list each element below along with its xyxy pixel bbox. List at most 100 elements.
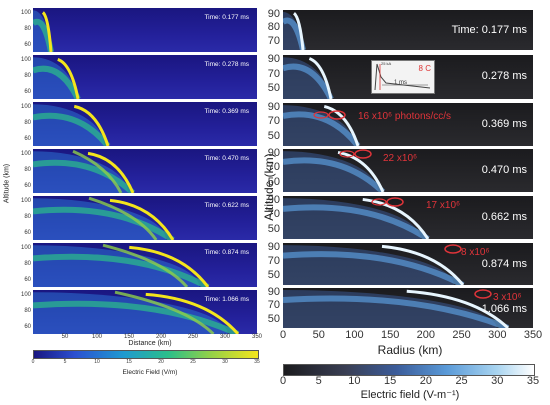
current-curve (374, 63, 431, 91)
colorbar-tick-label: 30 (222, 359, 228, 365)
time-label: 0.369 ms (481, 118, 527, 130)
right-field-panel: 0.874 ms (283, 243, 533, 285)
y-tick-label: 70 (267, 255, 280, 267)
field-arc (33, 300, 240, 334)
colorbar-tick-label: 25 (455, 375, 468, 387)
y-tick-label: 100 (20, 292, 31, 298)
field-front (57, 57, 80, 99)
y-tick-label: 80 (24, 167, 31, 173)
field-front (41, 11, 53, 52)
right-field-panel: Time: 0.177 ms (283, 10, 533, 50)
y-tick-label: 80 (24, 308, 31, 314)
x-tick-label: 250 (452, 329, 471, 341)
field-front (73, 104, 110, 146)
inset-span-label: 1 ms (394, 80, 408, 86)
time-label: Time: 0.874 ms (204, 249, 249, 256)
y-tick-label: 60 (24, 324, 31, 330)
field-region (33, 292, 228, 334)
x-tick-label: 50 (312, 329, 325, 341)
time-label: Time: 0.177 ms (451, 24, 527, 36)
field-arc (33, 65, 81, 99)
right-x-axis-label: Radius (km) (377, 343, 443, 357)
y-tick-label: 70 (267, 208, 280, 221)
left-colorbar-label: Electric Field (V/m) (122, 369, 178, 376)
left-field-plot (33, 196, 175, 240)
y-tick-label: 90 (267, 286, 280, 298)
field-arc (283, 111, 361, 146)
field-region (33, 151, 128, 193)
y-tick-label: 90 (267, 194, 280, 206)
x-tick-label: 100 (345, 329, 364, 341)
photon-source-ellipse (371, 198, 387, 206)
left-field-plot (33, 104, 111, 146)
left-field-plot (33, 290, 240, 334)
right-colorbar (283, 364, 535, 376)
x-tick-label: 350 (251, 334, 263, 340)
field-front (308, 57, 333, 99)
photon-annotation: 17 x10⁶ (426, 200, 461, 211)
left-field-panel: Time: 0.177 ms (33, 8, 257, 52)
y-tick-label: 50 (267, 129, 280, 142)
photon-source-marker (313, 110, 346, 120)
left-y-axis-label: Altitude (km) (3, 163, 11, 204)
colorbar-tick-label: 5 (63, 359, 67, 365)
left-x-axis-label: Distance (km) (128, 340, 172, 347)
x-tick-label: 250 (187, 334, 199, 340)
y-tick-label: 70 (267, 67, 280, 80)
photon-annotation: 8 x10⁶ (461, 247, 490, 258)
y-tick-label: 70 (267, 161, 280, 174)
time-label: 1.066 ms (481, 303, 527, 315)
y-tick-label: 100 (20, 151, 31, 157)
y-tick-label: 80 (24, 73, 31, 79)
x-tick-label: 100 (91, 334, 103, 340)
field-arc (33, 206, 175, 240)
y-tick-label: 90 (267, 53, 280, 65)
photon-source-ellipse (328, 110, 346, 120)
field-arc (283, 204, 430, 239)
field-arc (33, 159, 136, 193)
left-field-panel: Time: 0.470 ms (33, 149, 257, 193)
y-tick-label: 70 (267, 115, 280, 128)
photon-annotation: 22 x10⁶ (383, 153, 418, 164)
y-tick-label: 60 (24, 89, 31, 95)
colorbar-tick-label: 25 (190, 359, 196, 365)
field-front (381, 244, 465, 285)
field-front (87, 151, 135, 193)
y-tick-label: 80 (24, 214, 31, 220)
field-front (406, 289, 510, 328)
colorbar-tick-label: 10 (94, 359, 100, 365)
y-tick-label: 90 (267, 147, 280, 159)
x-tick-label: 300 (219, 334, 231, 340)
photon-source-ellipse (444, 244, 462, 254)
inset-label-left: 25 kA (381, 61, 392, 66)
photon-annotation: 16 x10⁶ photons/cc/s (358, 111, 452, 122)
x-tick-label: 0 (279, 329, 287, 341)
y-tick-label: 90 (267, 101, 280, 113)
photon-annotation: 3 x10⁶ (493, 292, 522, 303)
field-arc (283, 157, 386, 192)
time-label: 0.470 ms (481, 164, 527, 176)
field-front-secondary (72, 149, 123, 193)
current-inset: 25 kA 8 C 1 ms (371, 60, 435, 94)
colorbar-tick-label: 10 (348, 375, 361, 387)
y-tick-label: 60 (24, 42, 31, 48)
y-tick-label: 50 (267, 175, 280, 188)
right-field-plot (283, 289, 510, 328)
x-tick-label: 200 (416, 329, 436, 341)
y-tick-label: 100 (20, 198, 31, 204)
x-tick-label: 300 (488, 329, 507, 341)
field-front (109, 198, 175, 240)
y-tick-label: 70 (267, 34, 280, 47)
time-label: 0.662 ms (481, 211, 527, 223)
x-tick-label: 200 (155, 334, 167, 340)
field-arc (33, 253, 210, 287)
colorbar-tick-label: 5 (315, 375, 322, 387)
time-label: 0.278 ms (481, 70, 527, 82)
left-field-panel: Time: 0.622 ms (33, 196, 257, 240)
right-field-panel: 0.662 ms (283, 196, 533, 239)
field-front-secondary (114, 290, 215, 334)
right-field-panel: 0.369 ms (283, 103, 533, 146)
y-tick-label: 80 (267, 21, 280, 34)
photon-source-ellipse (474, 289, 492, 299)
field-front (323, 104, 360, 146)
